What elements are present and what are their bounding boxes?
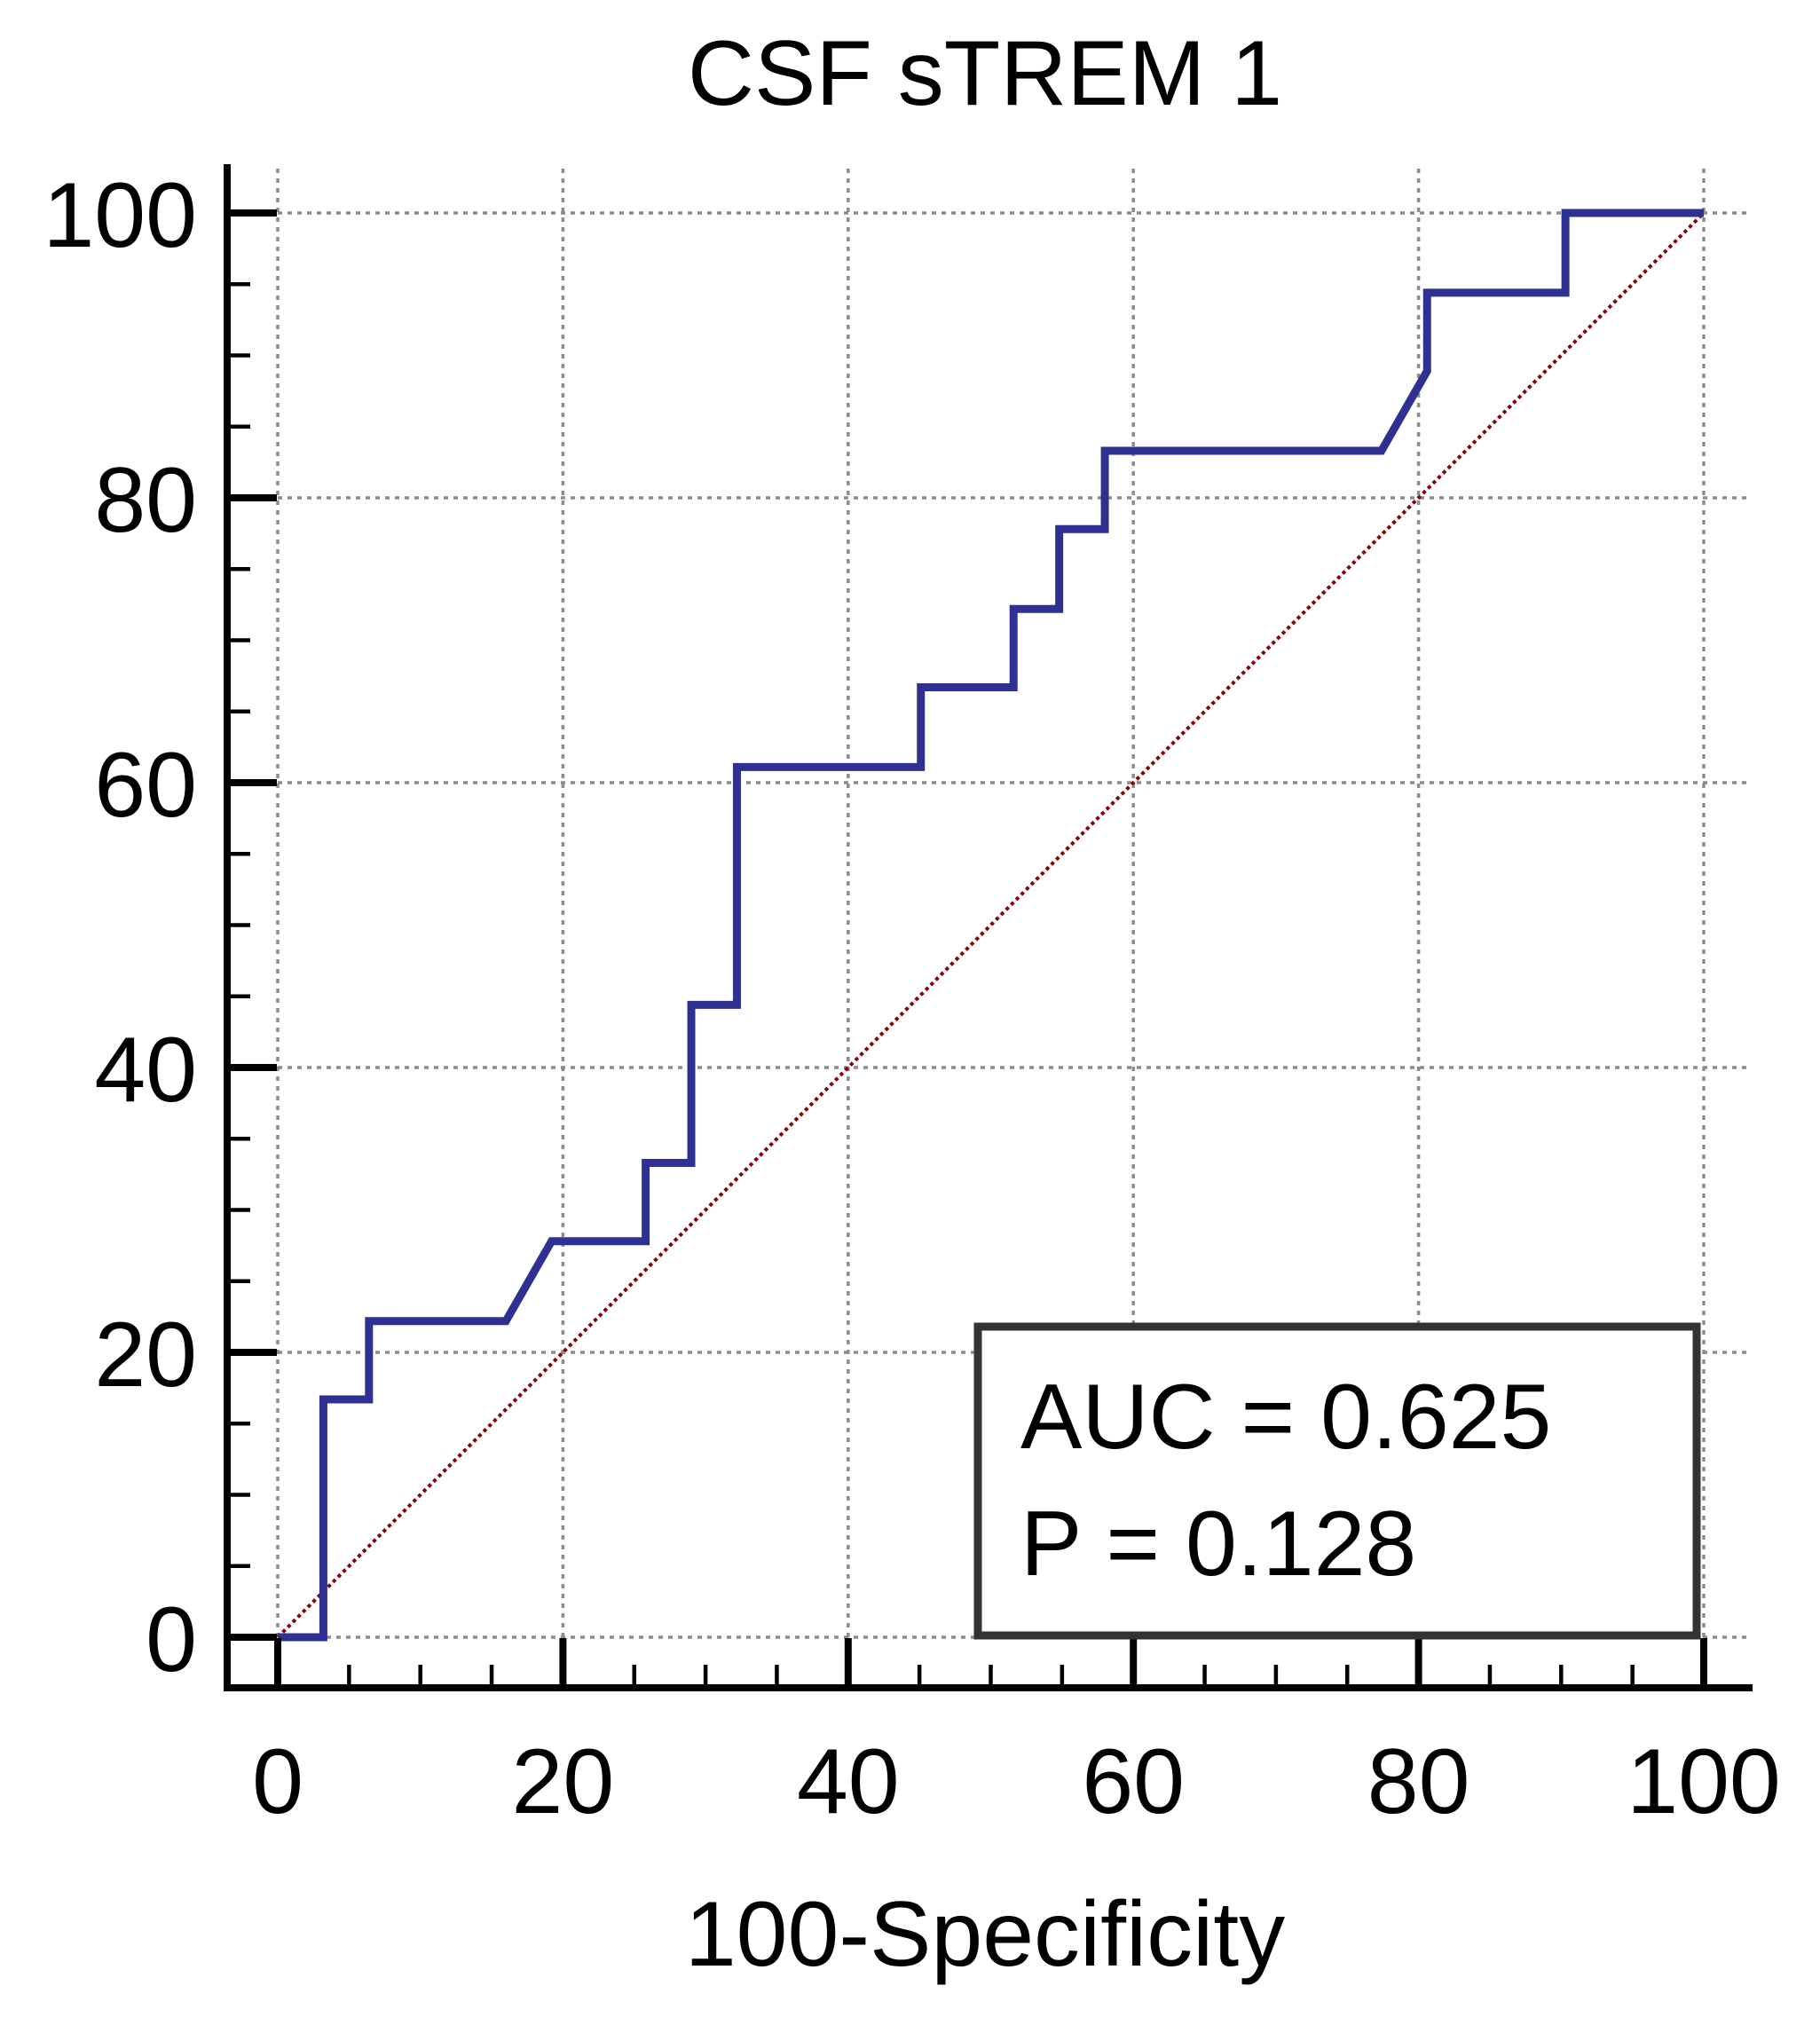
p-value-text: P = 0.128 (1020, 1493, 1416, 1596)
axes (224, 164, 1753, 1691)
y-tick-label: 40 (94, 1019, 197, 1122)
y-tick-label: 20 (94, 1304, 197, 1407)
x-tick-labels: 0 20 40 60 80 100 (252, 1730, 1781, 1833)
reference-diagonal-line (276, 211, 1706, 1639)
annotation-box (973, 1322, 1701, 1640)
y-tick-labels: 0 20 40 60 80 100 (43, 164, 197, 1691)
y-tick-label: 60 (94, 734, 197, 837)
auc-value-text: AUC = 0.625 (1020, 1366, 1551, 1469)
grid-lines (276, 169, 1750, 1639)
x-tick-label: 100 (1627, 1730, 1781, 1833)
x-tick-label: 0 (252, 1730, 303, 1833)
x-tick-label: 80 (1367, 1730, 1470, 1833)
chart-title: CSF sTREM 1 (688, 22, 1282, 125)
y-tick-label: 100 (43, 164, 197, 267)
x-tick-label: 20 (512, 1730, 615, 1833)
y-tick-label: 0 (146, 1588, 197, 1691)
x-axis-label: 100-Specificity (685, 1883, 1285, 1986)
x-tick-label: 60 (1082, 1730, 1185, 1833)
x-tick-label: 40 (797, 1730, 900, 1833)
y-tick-label: 80 (94, 449, 197, 552)
roc-curve (278, 209, 1704, 1642)
